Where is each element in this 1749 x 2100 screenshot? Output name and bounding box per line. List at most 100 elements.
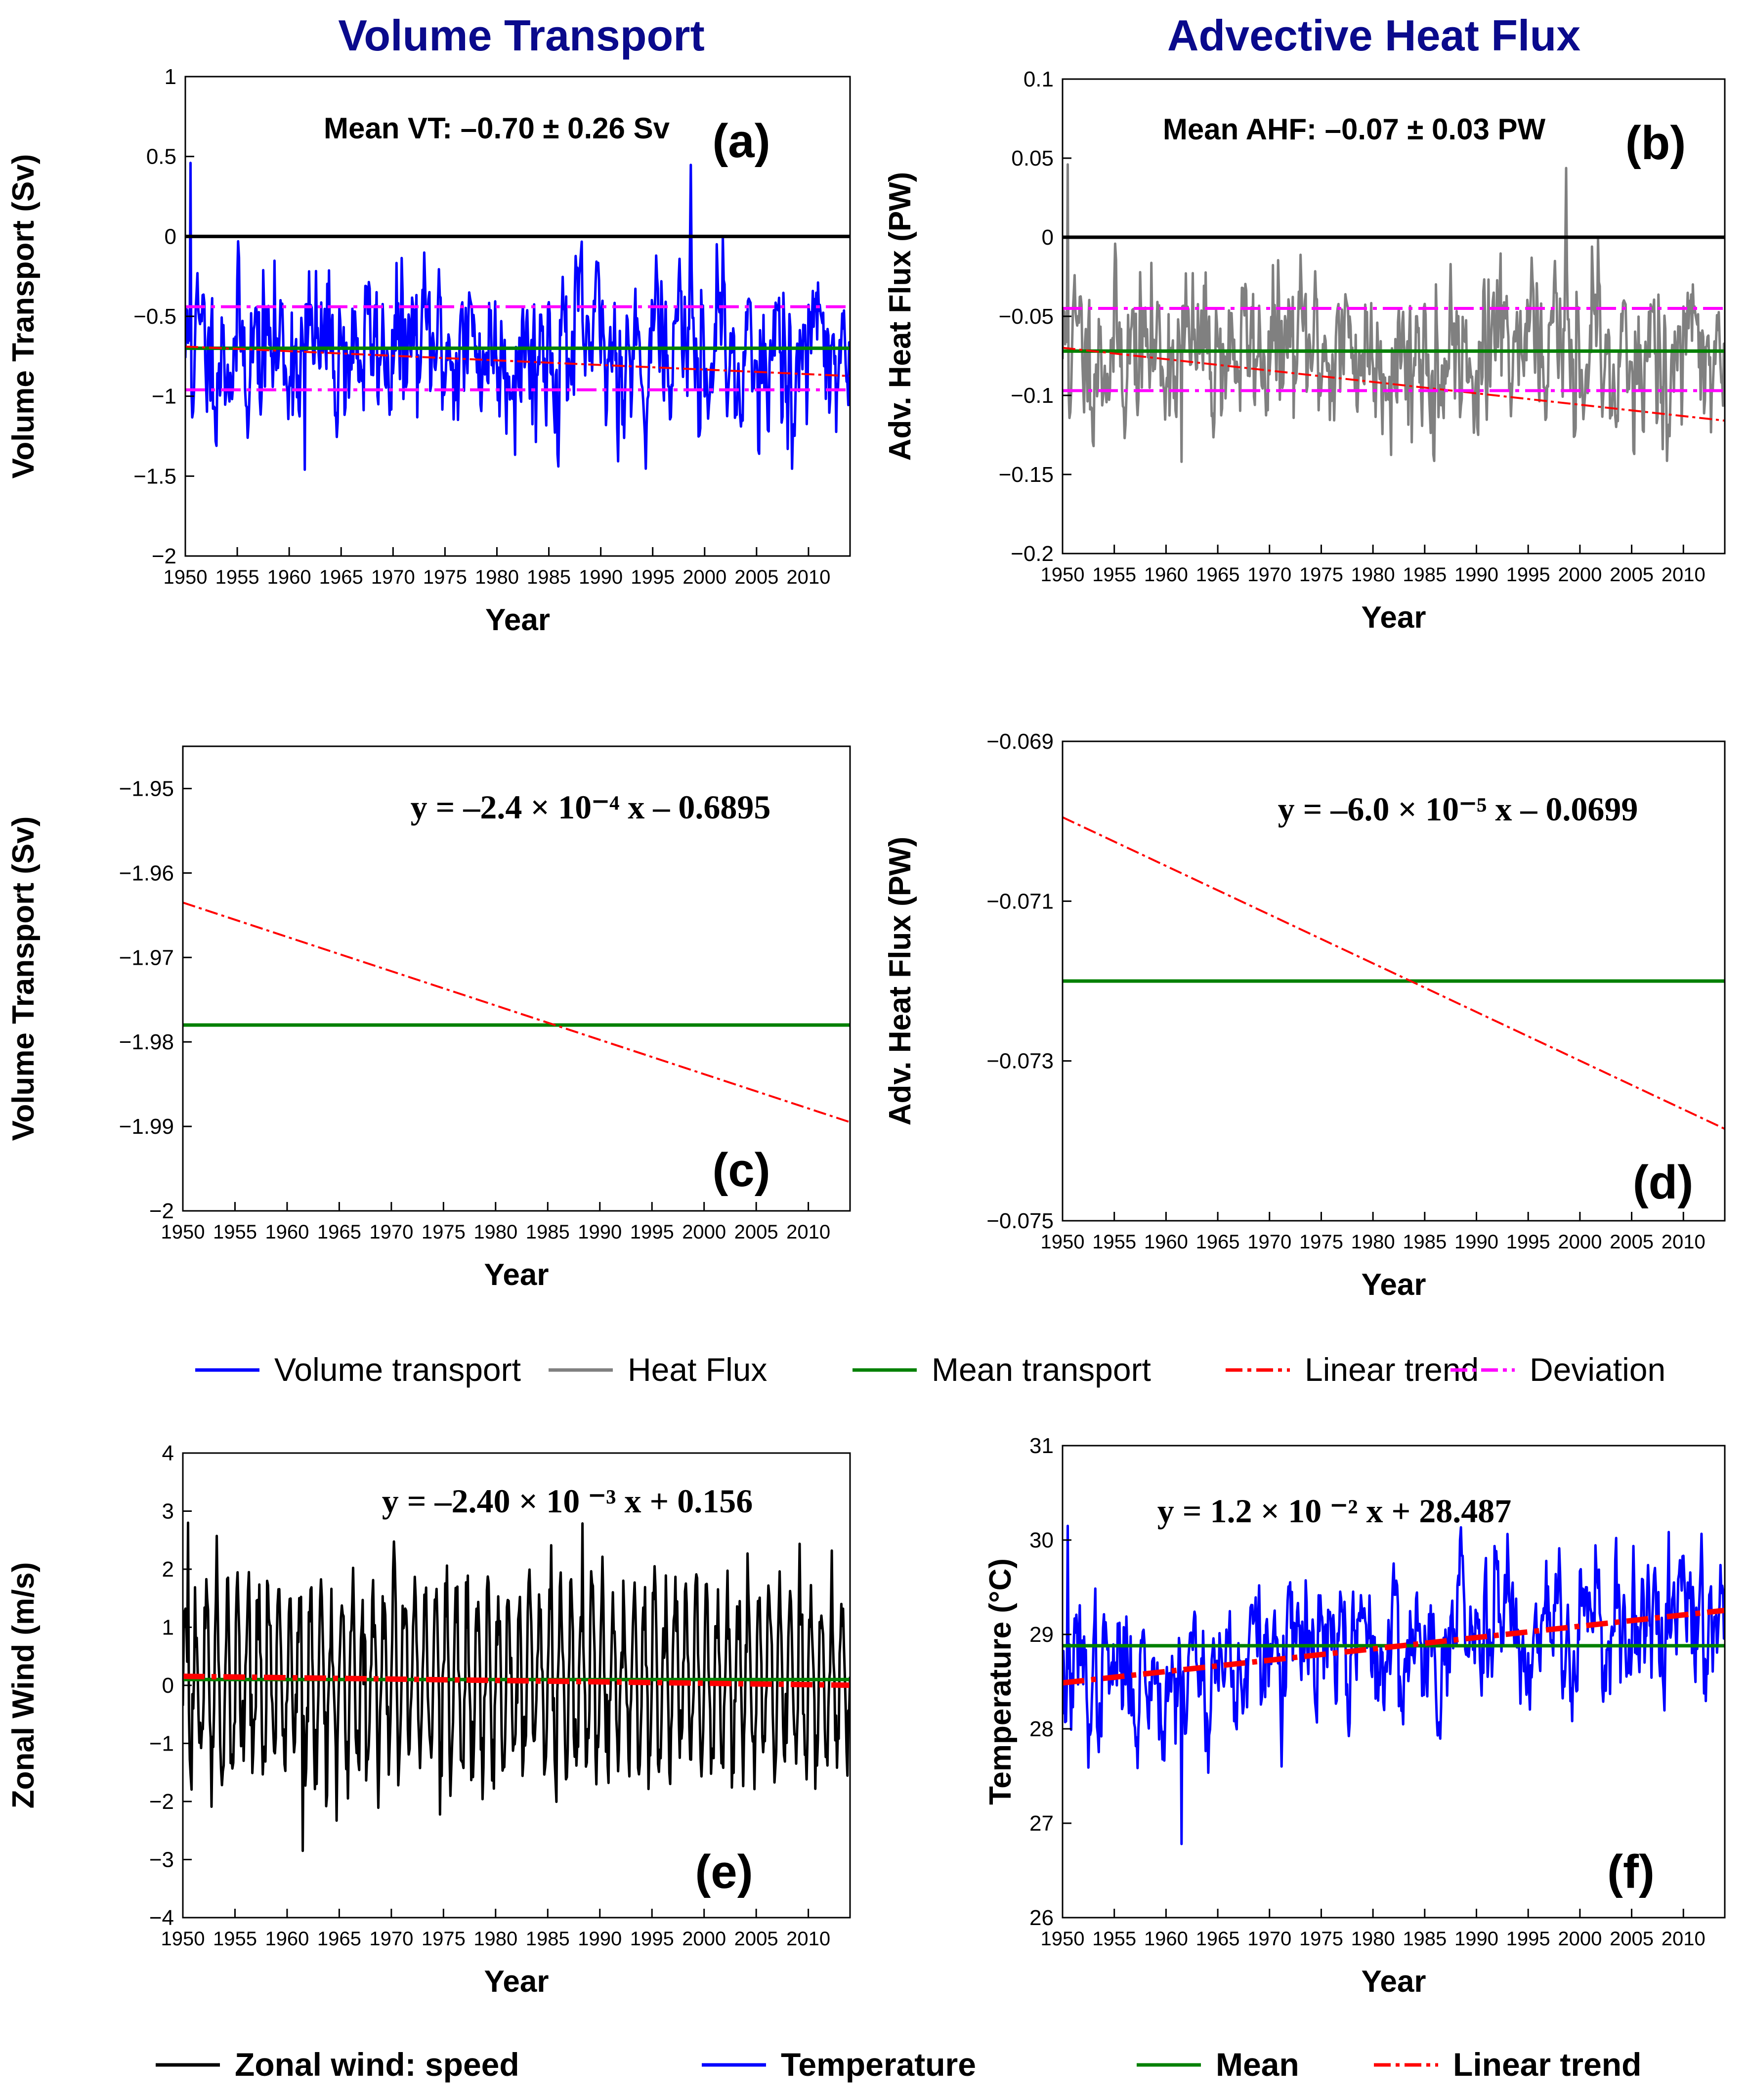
xtick-label-f: 1950 [1041, 1928, 1085, 1950]
xtick-label-f: 2010 [1662, 1928, 1706, 1950]
xtick-label-e: 1995 [630, 1928, 674, 1950]
ytick-label-c: −1.98 [119, 1030, 174, 1054]
column-title-advective-heat-flux: Advective Heat Flux [1167, 11, 1580, 60]
xtick-label-c: 1965 [317, 1221, 361, 1243]
xtick-label-f: 1980 [1351, 1928, 1395, 1950]
equation-d: y = –6.0 × 10⁻⁵ x – 0.0699 [1278, 790, 1638, 828]
xtick-label-c: 2010 [786, 1221, 830, 1243]
panel-f: 26 27 28 29 30 31 1950 1955 1960 1965 1970 1975 1980… [983, 1434, 1726, 1999]
ylabel-b: Adv. Heat Flux (PW) [883, 172, 917, 461]
ytick-label-e: −2 [149, 1790, 174, 1814]
panel-e: −4 −3 −2 −1 0 1 2 3 4 1950 1955 1960 1965 1970 1975 198… [6, 1441, 851, 1999]
column-title-volume-transport: Volume Transport [338, 11, 705, 60]
xtick-label-b: 2010 [1662, 564, 1706, 586]
panel-c: −2 −1.99 −1.98 −1.97 −1.96 −1.95 1950 1955 1960 1… [6, 745, 851, 1292]
plot-area-c [183, 901, 850, 1123]
xtick-label-e: 2005 [734, 1928, 778, 1950]
legend-label: Mean transport [932, 1351, 1151, 1388]
xtick-label-c: 1960 [265, 1221, 309, 1243]
ytick-label-d: −0.069 [986, 729, 1054, 754]
xtick-label-f: 1985 [1403, 1928, 1447, 1950]
xtick-label-c: 1995 [630, 1221, 674, 1243]
xtick-label-a: 1985 [527, 566, 571, 588]
panel-b: −0.2 −0.15 −0.1 −0.05 0 0.05 0.1 1950 1955 1960 19… [883, 67, 1726, 635]
legend-label: Zonal wind: speed [235, 2046, 519, 2083]
xlabel-d: Year [1361, 1268, 1426, 1302]
ytick-label-b: −0.2 [1011, 542, 1054, 566]
xtick-label-e: 1960 [265, 1928, 309, 1950]
ytick-label-e: 1 [162, 1616, 174, 1640]
axes-frame-d [1062, 740, 1726, 1222]
legend-label: Volume transport [274, 1351, 521, 1388]
xtick-label-a: 1995 [631, 566, 675, 588]
series-e-linear-trend [183, 1673, 850, 1688]
ytick-label-c: −1.99 [119, 1114, 174, 1139]
xtick-label-a: 1975 [423, 566, 467, 588]
equation-e: y = –2.40 × 10 ⁻³ x + 0.156 [382, 1482, 753, 1520]
panel-label-f: (f) [1607, 1845, 1655, 1898]
annotation-a: Mean VT: –0.70 ± 0.26 Sv [324, 112, 670, 145]
equation-f: y = 1.2 × 10 ⁻² x + 28.487 [1157, 1492, 1512, 1530]
plot-area-f [1063, 1524, 1725, 1845]
xtick-label-c: 1950 [161, 1221, 205, 1243]
ytick-label-f: 28 [1029, 1717, 1054, 1741]
ylabel-c: Volume Transport (Sv) [6, 816, 41, 1141]
ytick-label-e: 3 [162, 1500, 174, 1524]
xtick-label-a: 1970 [371, 566, 415, 588]
series-f-temperature [1063, 1524, 1725, 1845]
xtick-label-e: 1990 [578, 1928, 622, 1950]
ytick-label-f: 27 [1029, 1811, 1054, 1836]
panel-label-d: (d) [1633, 1156, 1694, 1209]
xtick-label-a: 1980 [475, 566, 519, 588]
xtick-label-b: 1955 [1092, 564, 1136, 586]
legend-label: Linear trend [1453, 2046, 1641, 2083]
panel-a: −2 −1.5 −1 −0.5 0 0.5 1 1950 1955 1960 1965 1970 197… [6, 65, 851, 637]
xlabel-c: Year [484, 1258, 549, 1292]
ylabel-e: Zonal Wind (m/s) [6, 1562, 41, 1809]
xtick-label-b: 1985 [1403, 564, 1447, 586]
legend-middle: Volume transport Heat Flux Mean transport L… [195, 1351, 1665, 1388]
ytick-label-a: −2 [152, 544, 176, 568]
ytick-label-d: −0.073 [986, 1049, 1054, 1073]
xtick-label-f: 1955 [1092, 1928, 1136, 1950]
xtick-label-e: 1985 [526, 1928, 570, 1950]
ytick-label-a: −1 [152, 385, 176, 409]
ytick-label-e: 4 [162, 1441, 174, 1465]
xtick-label-d: 1990 [1454, 1231, 1498, 1253]
panel-label-b: (b) [1625, 117, 1686, 170]
xtick-label-d: 1985 [1403, 1231, 1447, 1253]
xtick-label-f: 2000 [1558, 1928, 1602, 1950]
xtick-label-f: 2005 [1610, 1928, 1654, 1950]
panel-d: −0.075 −0.073 −0.071 −0.069 1950 1955 1960 1965… [883, 729, 1726, 1302]
panel-label-e: (e) [695, 1845, 753, 1898]
xtick-label-f: 1995 [1506, 1928, 1550, 1950]
xtick-label-d: 2000 [1558, 1231, 1602, 1253]
ytick-label-c: −1.96 [119, 861, 174, 885]
xtick-label-d: 1965 [1196, 1231, 1240, 1253]
ytick-label-a: −1.5 [133, 464, 176, 488]
legend-label: Mean [1216, 2046, 1299, 2083]
xtick-label-f: 1975 [1299, 1928, 1343, 1950]
xtick-label-f: 1965 [1196, 1928, 1240, 1950]
series-e-zonal-wind-speed [183, 1521, 850, 1852]
ytick-label-f: 26 [1029, 1906, 1054, 1930]
ylabel-a: Volume Transport (Sv) [6, 154, 41, 479]
xtick-label-d: 2010 [1662, 1231, 1706, 1253]
xtick-label-a: 1950 [164, 566, 208, 588]
xtick-label-c: 2000 [682, 1221, 726, 1243]
xtick-label-f: 1970 [1247, 1928, 1291, 1950]
series-f-linear-trend [1063, 1607, 1725, 1686]
plot-area-e [183, 1521, 850, 1852]
xtick-label-b: 1975 [1299, 564, 1343, 586]
ylabel-f: Temperature (°C) [983, 1558, 1018, 1805]
xtick-label-b: 2000 [1558, 564, 1602, 586]
xtick-label-c: 1970 [369, 1221, 413, 1243]
legend-label: Temperature [781, 2046, 976, 2083]
xtick-label-b: 1980 [1351, 564, 1395, 586]
xtick-label-e: 2000 [682, 1928, 726, 1950]
xtick-label-c: 1990 [578, 1221, 622, 1243]
xtick-label-e: 1965 [317, 1928, 361, 1950]
ytick-label-e: −1 [149, 1732, 174, 1756]
xtick-label-b: 1965 [1196, 564, 1240, 586]
ytick-label-c: −1.97 [119, 945, 174, 970]
